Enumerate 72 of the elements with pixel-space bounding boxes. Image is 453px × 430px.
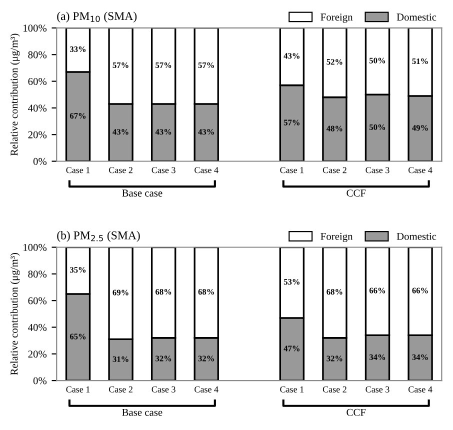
data-label: 57% xyxy=(156,62,172,68)
data-label: 57% xyxy=(112,62,128,68)
data-label: 49% xyxy=(412,125,428,131)
data-label: 34% xyxy=(412,354,428,360)
y-axis-title: Relative contribution (μg/m³) xyxy=(10,34,20,156)
data-label: 43% xyxy=(198,129,214,135)
y-tick-label: 0% xyxy=(33,377,47,384)
chart-title: (a) PM$_{10}$ (SMA) xyxy=(57,12,137,22)
data-label: 57% xyxy=(198,62,214,68)
data-label: 66% xyxy=(412,288,428,294)
x-tick-label: Case 4 xyxy=(408,167,432,174)
data-label: 50% xyxy=(370,124,386,130)
data-label: 66% xyxy=(369,288,386,294)
data-label: 43% xyxy=(112,129,128,135)
x-tick-label: Case 1 xyxy=(66,386,90,392)
data-label: 32% xyxy=(156,356,172,362)
text: Base case xyxy=(122,190,162,197)
x-tick-label: Case 1 xyxy=(280,167,304,174)
data-label: 43% xyxy=(284,53,300,59)
text: CCF xyxy=(346,408,366,416)
x-tick-label: Case 2 xyxy=(322,167,346,174)
x-tick-label: Case 1 xyxy=(66,167,90,174)
data-label: 32% xyxy=(326,356,342,362)
data-label: 47% xyxy=(284,346,300,352)
legend-label: Foreign xyxy=(320,14,353,23)
text: CCF xyxy=(346,190,366,197)
data-label: 51% xyxy=(412,58,428,64)
y-tick-label: 40% xyxy=(28,324,47,331)
data-label: 68% xyxy=(156,289,172,295)
data-label: 53% xyxy=(284,279,300,285)
x-tick-label: Case 4 xyxy=(408,386,432,392)
data-label: 43% xyxy=(155,129,172,135)
chart-title: (b) PM$_{2.5}$ (SMA) xyxy=(57,231,140,242)
data-label: 50% xyxy=(370,58,386,64)
data-label: 34% xyxy=(369,354,386,360)
legend-label: Domestic xyxy=(396,14,436,21)
y-tick-label: 20% xyxy=(28,131,47,138)
x-tick-label: Case 3 xyxy=(152,167,176,174)
y-axis-title: Relative contribution (μg/m³) xyxy=(10,253,20,375)
data-label: 32% xyxy=(198,356,214,362)
y-tick-label: 80% xyxy=(28,270,47,278)
data-label: 67% xyxy=(70,113,86,119)
data-label: 68% xyxy=(326,289,342,295)
x-tick-label: Case 2 xyxy=(322,386,346,392)
data-label: 52% xyxy=(326,59,342,65)
x-tick-label: Case 1 xyxy=(280,386,304,392)
text: Base case xyxy=(122,408,162,416)
legend-label: Foreign xyxy=(320,232,353,242)
x-tick-label: Case 3 xyxy=(152,386,176,392)
x-tick-label: Case 3 xyxy=(366,386,390,392)
data-label: 35% xyxy=(70,267,86,273)
data-label: 57% xyxy=(284,120,300,126)
y-tick-label: 20% xyxy=(28,350,47,358)
y-tick-label: 40% xyxy=(28,104,47,112)
x-tick-label: Case 2 xyxy=(109,386,132,392)
y-tick-label: 100% xyxy=(24,24,47,32)
y-tick-label: 100% xyxy=(24,244,47,251)
y-tick-label: 80% xyxy=(28,51,47,58)
x-tick-label: Case 4 xyxy=(194,386,218,392)
x-tick-label: Case 3 xyxy=(366,167,390,174)
y-tick-label: 0% xyxy=(33,158,47,165)
data-label: 68% xyxy=(198,289,214,295)
data-label: 31% xyxy=(112,356,128,362)
x-tick-label: Case 4 xyxy=(194,167,218,174)
data-label: 65% xyxy=(70,334,86,340)
data-label: 48% xyxy=(326,126,342,132)
y-tick-label: 60% xyxy=(28,78,47,86)
data-label: 69% xyxy=(112,290,128,296)
y-tick-label: 60% xyxy=(28,297,47,304)
x-tick-label: Case 2 xyxy=(109,167,132,174)
data-label: 33% xyxy=(70,46,86,52)
legend-label: Domestic xyxy=(396,232,436,240)
